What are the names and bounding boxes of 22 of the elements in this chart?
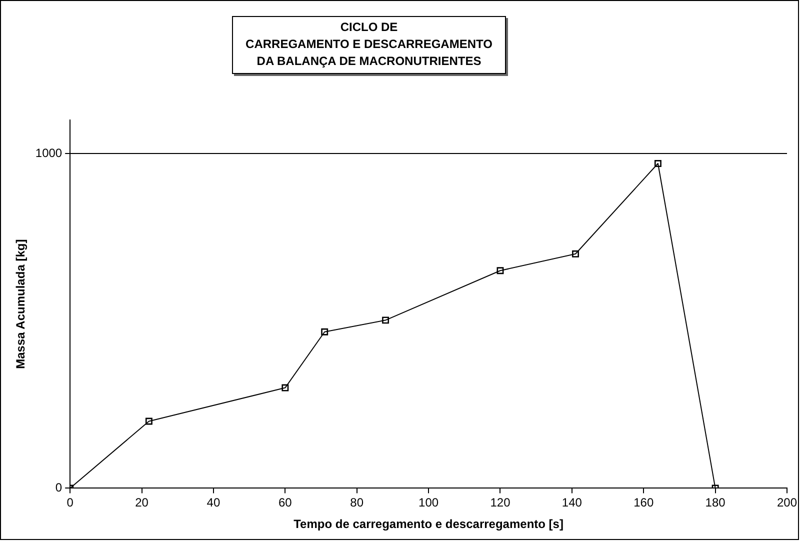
x-tick-label: 60: [278, 496, 292, 510]
y-tick-label: 1000: [35, 146, 62, 160]
point: [282, 384, 289, 392]
x-tick-label: 100: [418, 496, 439, 510]
x-tick-label: 200: [776, 496, 798, 510]
x-tick-label: 180: [705, 496, 726, 510]
y-axis-title: Massa Acumulada [kg]: [14, 239, 28, 369]
x-axis-title: Tempo de carregamento e descarregamento [s]: [294, 517, 564, 532]
x-tick-label: 120: [490, 496, 511, 510]
x-tick-label: 80: [350, 496, 364, 510]
x-tick-label: 0: [66, 496, 74, 510]
x-tick-label: 40: [206, 496, 220, 510]
x-tick-label: 140: [562, 496, 582, 510]
x-tick-label: 20: [135, 496, 149, 510]
x-tick-label: 160: [634, 496, 654, 510]
point: [572, 250, 579, 258]
point: [382, 316, 390, 324]
point: [496, 267, 504, 274]
chart-title: CICLO DE CARREGAMENTO E DESCARREGAMENTO DA BALANÇA DE MACRONUTRIENTES: [232, 16, 506, 74]
point: [654, 160, 662, 167]
point: [321, 328, 328, 336]
point: [145, 418, 152, 425]
